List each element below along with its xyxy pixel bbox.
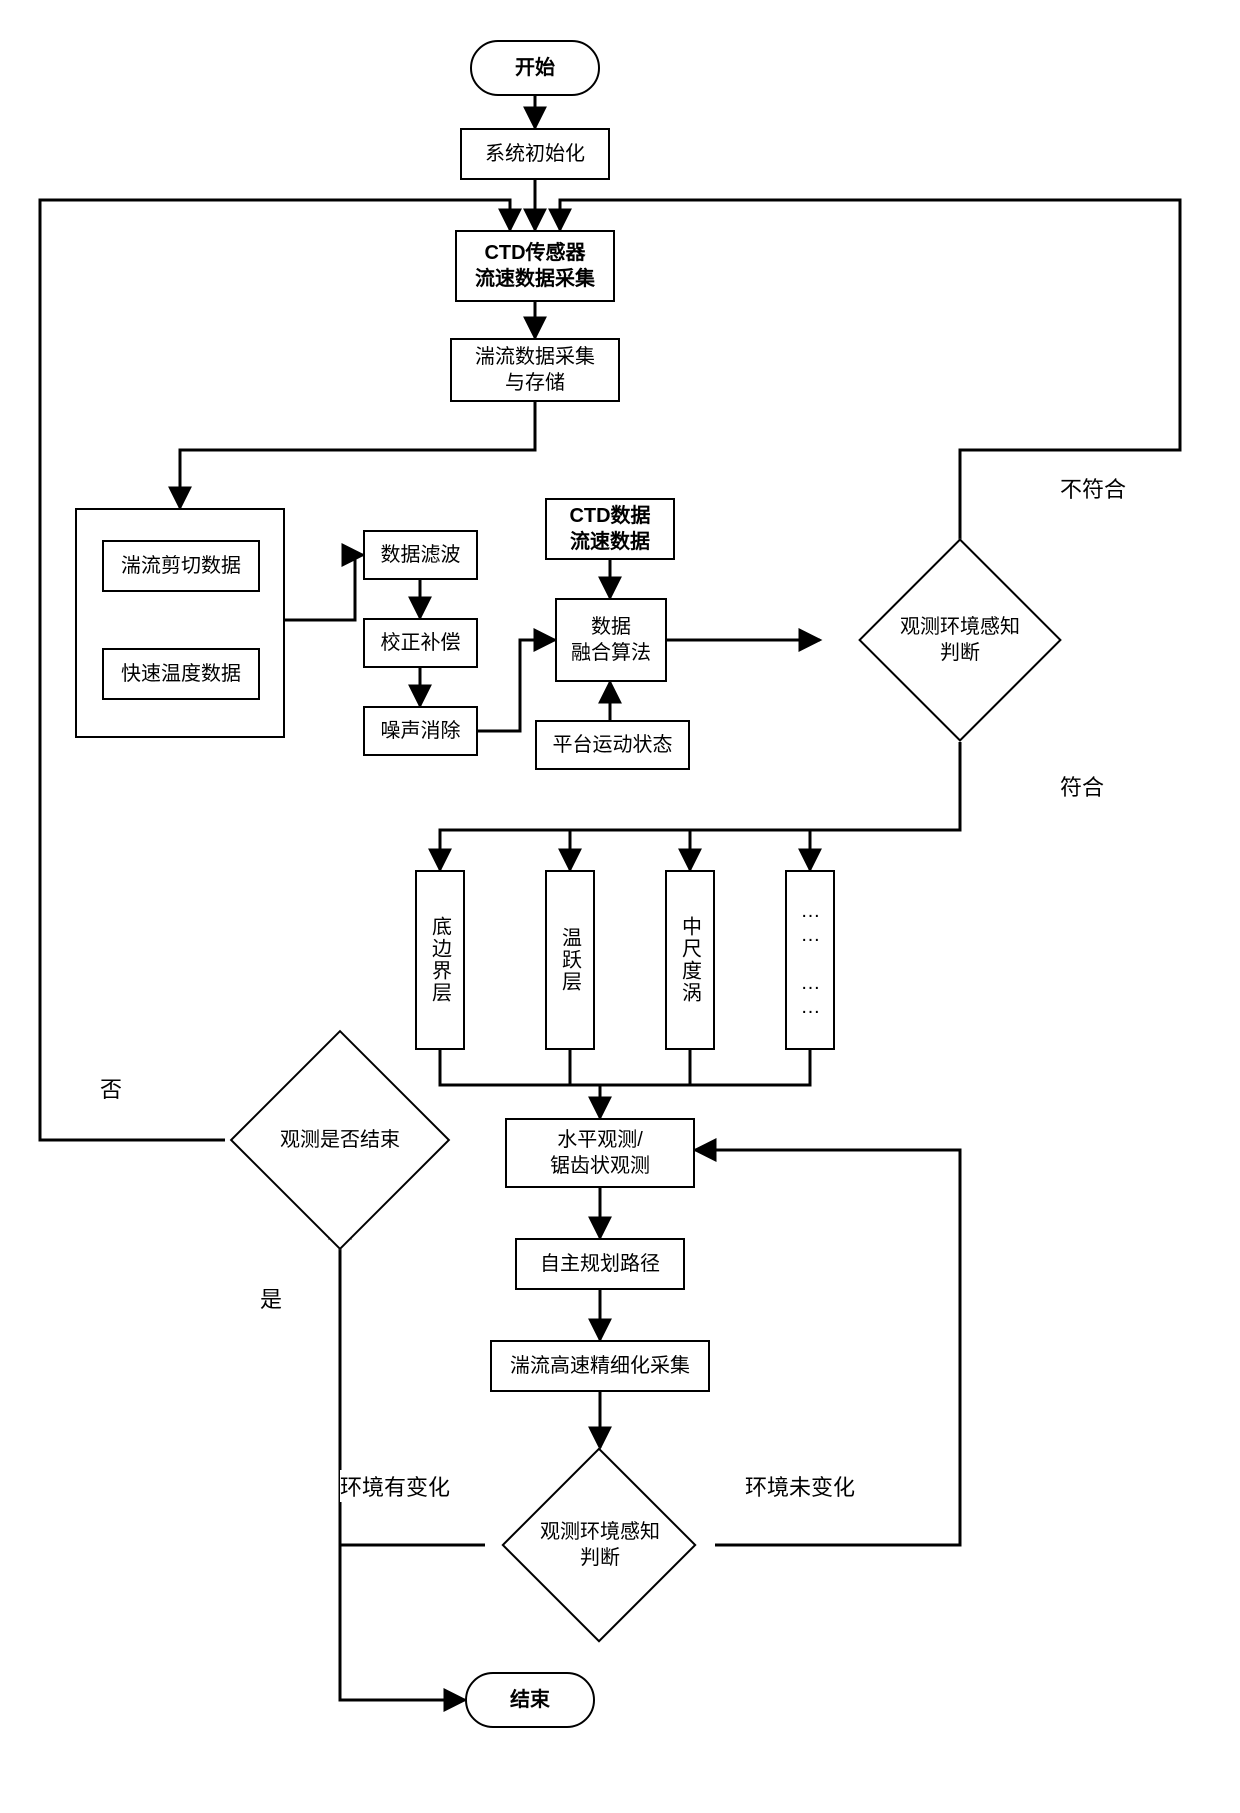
fusion-label: 数据 融合算法	[571, 614, 651, 666]
label-no: 否	[100, 1072, 122, 1104]
autopath-label: 自主规划路径	[540, 1251, 660, 1277]
correct-node: 校正补偿	[363, 618, 478, 668]
ctd-speed-node: CTD数据 流速数据	[545, 498, 675, 560]
platform-node: 平台运动状态	[535, 720, 690, 770]
obs-end-diamond	[230, 1030, 451, 1251]
fine-collect-node: 湍流高速精细化采集	[490, 1340, 710, 1392]
fusion-node: 数据 融合算法	[555, 598, 667, 682]
mesoscale-label: 中尺度涡	[676, 916, 705, 1004]
end-label: 结束	[510, 1687, 550, 1713]
filter-node: 数据滤波	[363, 530, 478, 580]
boundary-node: 底边界层	[415, 870, 465, 1050]
mesoscale-node: 中尺度涡	[665, 870, 715, 1050]
noise-node: 噪声消除	[363, 706, 478, 756]
ctd-collect-label: CTD传感器 流速数据采集	[475, 240, 595, 292]
turb-store-node: 湍流数据采集 与存储	[450, 338, 620, 402]
shear-data-label: 湍流剪切数据	[121, 553, 241, 579]
turb-store-label: 湍流数据采集 与存储	[475, 344, 595, 396]
env-decide2-diamond	[501, 1447, 696, 1642]
shear-data-node: 湍流剪切数据	[102, 540, 260, 592]
thermocline-node: 温跃层	[545, 870, 595, 1050]
filter-label: 数据滤波	[381, 542, 461, 568]
platform-label: 平台运动状态	[553, 732, 673, 758]
ctd-collect-node: CTD传感器 流速数据采集	[455, 230, 615, 302]
label-env-unchanged: 环境未变化	[745, 1470, 855, 1502]
ctd-speed-label: CTD数据 流速数据	[569, 503, 650, 555]
noise-label: 噪声消除	[381, 718, 461, 744]
temp-data-label: 快速温度数据	[121, 661, 241, 687]
correct-label: 校正补偿	[381, 630, 461, 656]
etc-label: …… ……	[799, 900, 822, 1020]
start-node: 开始	[470, 40, 600, 96]
init-label: 系统初始化	[485, 141, 585, 167]
label-yes: 是	[260, 1282, 282, 1314]
label-no-match: 不符合	[1060, 472, 1126, 504]
boundary-label: 底边界层	[426, 916, 455, 1004]
label-match: 符合	[1060, 770, 1104, 802]
fine-collect-label: 湍流高速精细化采集	[510, 1353, 690, 1379]
init-node: 系统初始化	[460, 128, 610, 180]
autopath-node: 自主规划路径	[515, 1238, 685, 1290]
end-node: 结束	[465, 1672, 595, 1728]
start-label: 开始	[515, 55, 555, 81]
horizontal-label: 水平观测/ 锯齿状观测	[550, 1127, 650, 1179]
horizontal-node: 水平观测/ 锯齿状观测	[505, 1118, 695, 1188]
etc-node: …… ……	[785, 870, 835, 1050]
temp-data-node: 快速温度数据	[102, 648, 260, 700]
label-env-changed: 环境有变化	[340, 1470, 450, 1502]
thermocline-label: 温跃层	[556, 927, 585, 993]
env-decide-diamond	[858, 538, 1062, 742]
